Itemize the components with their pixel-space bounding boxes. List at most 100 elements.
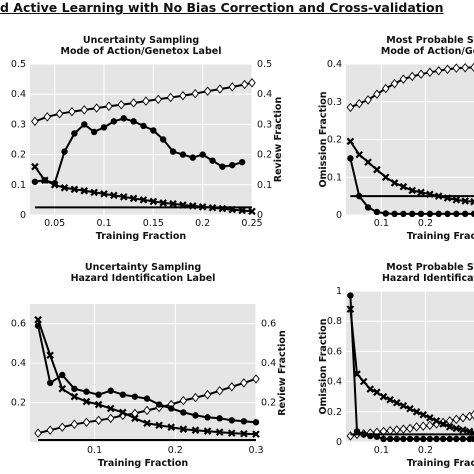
y-axis-label: Omission Fraction — [318, 91, 329, 187]
data-point-x — [470, 198, 474, 206]
y-tick-label: 0.6 — [11, 319, 26, 330]
data-point-x — [355, 150, 364, 159]
right-tick-label: 0.4 — [261, 358, 276, 369]
data-point-x — [452, 196, 461, 204]
data-point-x — [452, 424, 461, 433]
data-point-circle — [46, 379, 54, 387]
series-x — [34, 315, 260, 438]
x-tick-label: 0.1 — [374, 445, 389, 456]
series-line — [34, 117, 243, 185]
data-point-x — [373, 165, 381, 174]
right-tick-label: 0.6 — [261, 319, 276, 330]
panel-title-line: Hazard Identification Label — [71, 273, 216, 284]
data-point-x — [445, 423, 454, 431]
data-point-circle — [71, 385, 78, 392]
data-point-circle — [382, 210, 389, 217]
data-point-diamond — [461, 63, 469, 73]
data-point-x — [381, 173, 390, 182]
data-point-circle — [453, 435, 460, 443]
data-point-x — [366, 385, 375, 393]
data-point-circle — [413, 435, 420, 443]
data-point-diamond — [80, 105, 89, 115]
data-point-circle — [130, 118, 137, 125]
data-point-x — [379, 392, 388, 401]
series-diamond — [34, 374, 260, 438]
data-point-diamond — [105, 101, 113, 112]
data-point-x — [408, 186, 416, 195]
data-point-x — [359, 377, 368, 386]
data-point-x — [143, 419, 151, 428]
x-tick-label: 0.15 — [143, 218, 164, 229]
data-point-x — [110, 191, 118, 200]
data-point-diamond — [94, 415, 103, 426]
data-point-x — [94, 400, 103, 409]
data-point-circle — [219, 163, 226, 170]
data-point-circle — [216, 415, 223, 422]
y-tick-label: 0.2 — [327, 135, 342, 146]
x-tick-label: 0.1 — [87, 445, 102, 456]
right-tick-label: 0.1 — [257, 180, 272, 191]
data-point-x — [131, 414, 139, 423]
data-point-circle — [155, 401, 163, 408]
data-point-diamond — [228, 382, 236, 392]
data-point-diamond — [443, 64, 452, 75]
data-point-diamond — [55, 109, 64, 119]
y-tick-label: 0 — [336, 210, 342, 221]
data-point-diamond — [58, 422, 67, 432]
data-point-diamond — [68, 106, 76, 117]
data-point-circle — [461, 210, 469, 218]
chart-panel-1: 0.05 0.1 0.15 0.2 0.2500.10.20.30.40.500.10.… — [11, 35, 284, 242]
data-point-x — [439, 420, 447, 428]
data-point-circle — [459, 435, 467, 443]
data-point-x — [390, 179, 399, 187]
data-point-x — [70, 185, 79, 194]
data-point-circle — [353, 428, 361, 435]
data-point-x — [58, 384, 67, 393]
data-point-circle — [393, 435, 400, 443]
data-point-circle — [409, 210, 416, 218]
data-point-x — [238, 206, 246, 215]
data-point-diamond — [355, 98, 364, 109]
data-point-circle — [189, 154, 196, 161]
data-point-x — [417, 188, 425, 197]
data-point-diamond — [459, 413, 467, 423]
y-tick-label: 0 — [20, 210, 26, 221]
data-point-diamond — [445, 416, 454, 426]
data-point-diamond — [82, 417, 91, 428]
data-point-x — [70, 392, 79, 401]
data-point-diamond — [408, 71, 416, 82]
y-tick-label: 0.2 — [327, 407, 342, 418]
data-point-diamond — [452, 414, 461, 425]
x-tick-label: 0.3 — [248, 445, 263, 456]
data-point-diamond — [34, 428, 42, 438]
data-point-x — [346, 137, 355, 146]
data-point-diamond — [399, 424, 408, 434]
data-point-circle — [444, 210, 451, 218]
data-point-x — [461, 197, 469, 205]
x-tick-label: 0.2 — [418, 445, 433, 456]
right-tick-label: 0.3 — [257, 119, 272, 130]
x-tick-label: 0.05 — [44, 218, 65, 229]
data-point-circle — [168, 405, 175, 412]
data-point-circle — [364, 204, 372, 211]
data-point-diamond — [470, 62, 474, 73]
data-point-circle — [466, 435, 473, 443]
data-point-x — [31, 162, 39, 171]
right-tick-label: 0.4 — [257, 89, 272, 100]
data-point-diamond — [426, 420, 434, 431]
data-point-diamond — [143, 405, 151, 416]
x-axis-label: Training Fraction — [407, 231, 474, 242]
data-point-diamond — [142, 96, 150, 106]
series-diamond — [346, 62, 474, 113]
data-point-x — [41, 176, 49, 185]
data-point-circle — [180, 409, 187, 416]
data-point-x — [459, 426, 467, 434]
data-point-x — [169, 200, 177, 208]
y-tick-label: 0.1 — [11, 180, 26, 191]
data-point-x — [373, 388, 381, 396]
y-tick-label: 0.8 — [327, 316, 342, 327]
data-point-diamond — [426, 67, 434, 78]
right-tick-label: 0.5 — [257, 59, 272, 70]
data-point-circle — [228, 417, 235, 424]
